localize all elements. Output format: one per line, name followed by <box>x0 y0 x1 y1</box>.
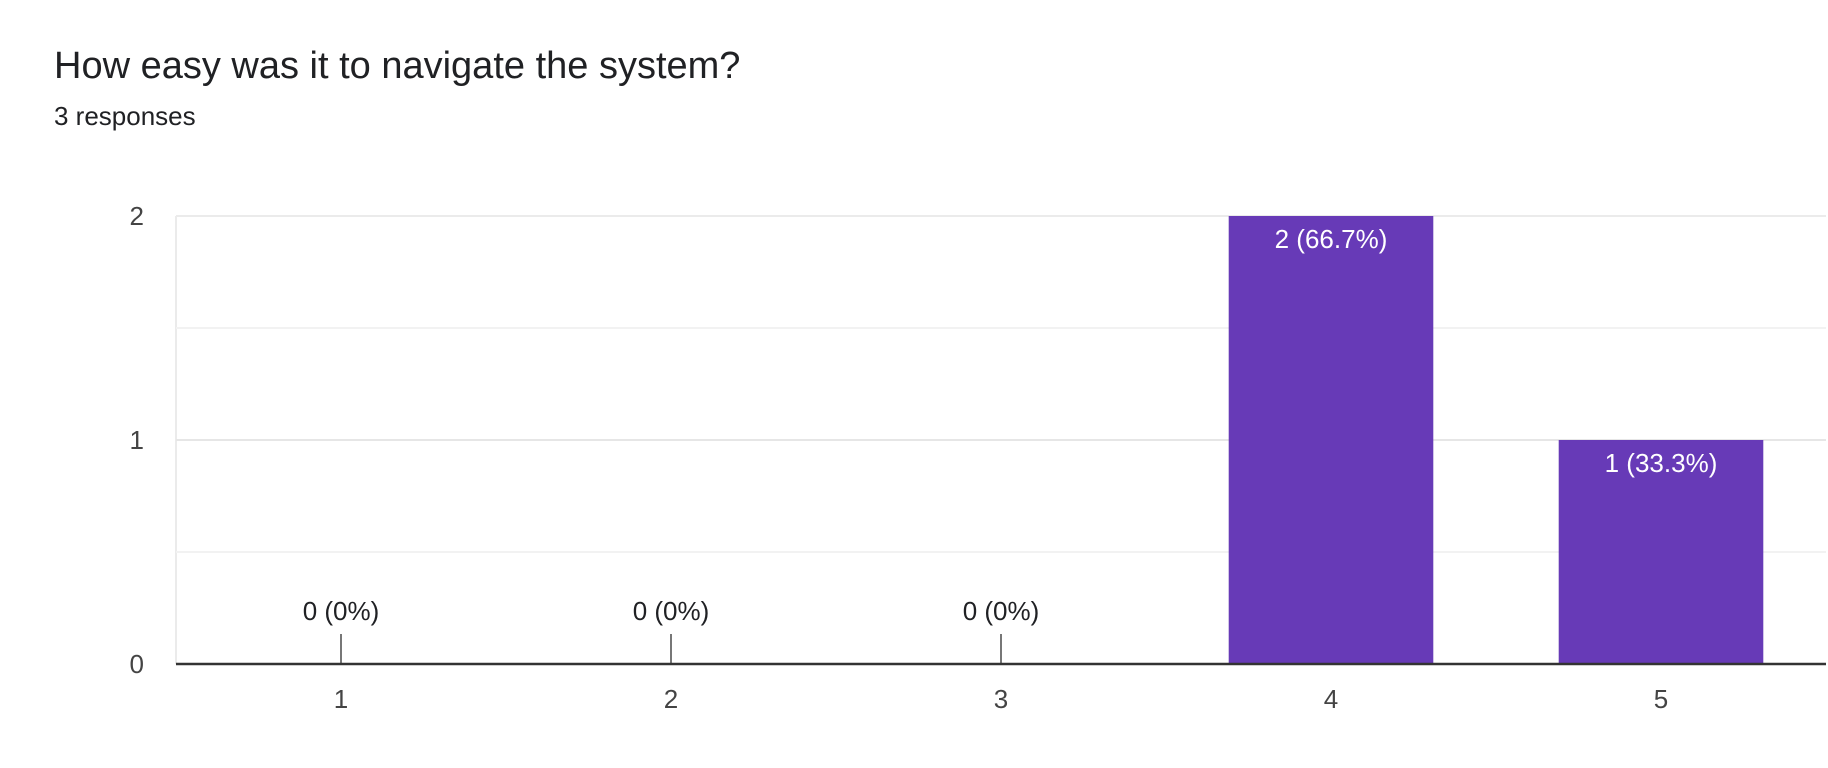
x-tick-label-1: 1 <box>334 684 348 714</box>
bar-4 <box>1228 216 1434 664</box>
bar-5 <box>1558 440 1764 664</box>
question-title: How easy was it to navigate the system? <box>54 45 741 87</box>
x-tick-label-4: 4 <box>1324 684 1338 714</box>
x-tick-label-3: 3 <box>994 684 1008 714</box>
question-header: How easy was it to navigate the system? … <box>54 38 740 136</box>
data-label-3: 0 (0%) <box>963 596 1040 626</box>
response-count: 3 responses <box>54 101 196 131</box>
data-label-4: 2 (66.7%) <box>1275 224 1388 254</box>
y-tick-label: 1 <box>130 425 144 455</box>
x-tick-label-5: 5 <box>1654 684 1668 714</box>
data-label-5: 1 (33.3%) <box>1605 448 1718 478</box>
y-tick-label: 0 <box>130 649 144 679</box>
data-label-1: 0 (0%) <box>303 596 380 626</box>
data-label-2: 0 (0%) <box>633 596 710 626</box>
x-tick-label-2: 2 <box>664 684 678 714</box>
y-tick-label: 2 <box>130 201 144 231</box>
